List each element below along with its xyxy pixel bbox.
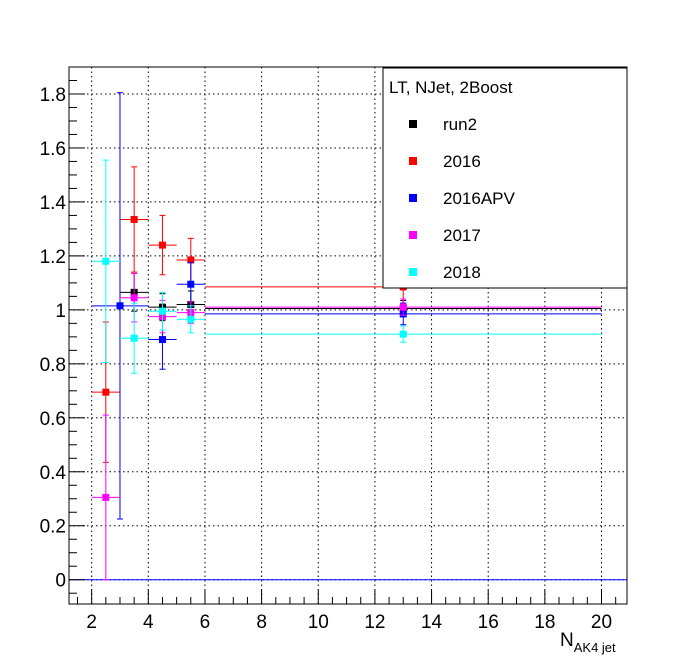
axes-layer: 2 4 6 8 10 12 14 16 18 20 0 0.2 0.4 0.6 0.8 1 1.2 1.4 1.6 1… <box>40 66 628 633</box>
legend-box <box>382 67 628 289</box>
data-point-marker <box>130 334 138 342</box>
y-tick-label: 1.6 <box>40 139 66 160</box>
data-point-marker <box>130 294 138 302</box>
legend-marker <box>409 194 417 202</box>
data-point-marker <box>102 493 110 501</box>
x-tick-label: 4 <box>143 612 154 633</box>
data-point-marker <box>102 388 110 396</box>
data-point-marker <box>187 280 195 288</box>
x-axis-title-main: N <box>560 630 574 651</box>
x-tick-label: 14 <box>421 612 443 633</box>
x-axis-title-sub: AK4 jet <box>574 640 616 655</box>
y-tick-label: 1 <box>55 301 66 322</box>
data-point-marker <box>116 302 124 310</box>
data-point-marker <box>187 256 195 264</box>
data-layer <box>91 92 602 581</box>
y-tick-label: 0.4 <box>40 463 67 484</box>
data-point-marker <box>130 215 138 223</box>
legend-marker <box>409 157 417 165</box>
x-tick-label: 20 <box>591 612 612 633</box>
y-tick-label: 1.4 <box>40 193 67 214</box>
legend-label: 2016APV <box>443 189 515 208</box>
data-point-marker <box>399 330 407 338</box>
legend-marker <box>409 231 417 239</box>
data-point-marker <box>102 257 110 265</box>
x-tick-label: 10 <box>308 612 329 633</box>
x-tick-label: 16 <box>478 612 499 633</box>
y-tick-label: 0.8 <box>40 355 66 376</box>
y-tick-label: 0 <box>55 571 66 592</box>
plot-frame <box>68 66 628 605</box>
x-tick-label: 8 <box>256 612 267 633</box>
data-point-marker <box>158 336 166 344</box>
x-axis-title: NAK4 jet <box>560 630 616 655</box>
series-2018 <box>91 159 602 374</box>
y-tick-label: 1.8 <box>40 85 66 106</box>
legend-marker <box>409 120 417 128</box>
legend-marker <box>409 268 417 276</box>
legend: LT, NJet, 2Boost run2 2016 2016APV 2017 2018 <box>382 67 628 289</box>
x-tick-label: 12 <box>364 612 385 633</box>
y-tick-label: 0.6 <box>40 409 66 430</box>
legend-label: 2017 <box>443 226 481 245</box>
data-point-marker <box>158 241 166 249</box>
y-tick-label: 1.2 <box>40 247 66 268</box>
legend-label: 2018 <box>443 263 481 282</box>
y-tick-label: 0.2 <box>40 517 66 538</box>
x-tick-label: 18 <box>534 612 555 633</box>
legend-title: LT, NJet, 2Boost <box>389 78 513 97</box>
data-point-marker <box>158 307 166 315</box>
legend-label: 2016 <box>443 152 481 171</box>
x-tick-label: 6 <box>200 612 211 633</box>
legend-label: run2 <box>443 115 477 134</box>
x-tick-label: 2 <box>86 612 97 633</box>
data-point-marker <box>187 315 195 323</box>
data-point-marker <box>399 303 407 311</box>
